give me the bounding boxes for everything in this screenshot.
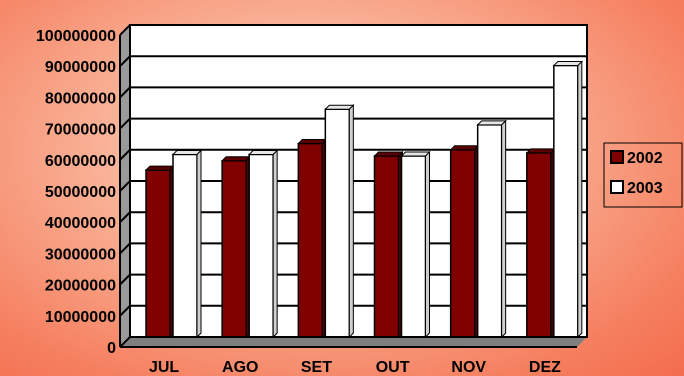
bar-top <box>552 61 584 67</box>
bar-set-2003 <box>324 104 355 339</box>
bar-side <box>577 60 583 339</box>
bar-face <box>248 153 274 338</box>
legend-box <box>603 142 683 208</box>
bar-face <box>172 153 198 338</box>
y-tick-label: 50000000 <box>45 184 116 201</box>
bar-face <box>553 64 579 338</box>
bar-nov-2002 <box>449 144 480 339</box>
bar-top <box>171 149 203 155</box>
x-axis-tick-labels: JUL AGO SET OUT NOV DEZ <box>149 359 561 376</box>
bar-side <box>272 149 278 339</box>
plot-border <box>129 24 588 338</box>
legend-label-2003: 2003 <box>627 180 663 197</box>
x-tick-label: AGO <box>222 359 258 376</box>
bar-top <box>525 148 557 154</box>
bar-out-2002 <box>373 150 404 339</box>
bar-face <box>449 149 476 338</box>
x-tick-label: DEZ <box>529 359 561 376</box>
y-tick-label: 40000000 <box>45 215 116 232</box>
bars <box>144 60 584 339</box>
bar-jul-2002 <box>144 164 176 339</box>
bar-face <box>373 155 400 338</box>
bar-face <box>526 152 552 338</box>
bar-top <box>449 145 480 151</box>
bar-top <box>247 149 279 155</box>
bar-side <box>501 119 507 339</box>
bar-face <box>221 159 247 338</box>
y-tick-label: 0 <box>107 340 116 357</box>
bar-top <box>324 104 355 110</box>
bar-top <box>297 139 328 145</box>
bar-nov-2003 <box>476 119 507 339</box>
y-tick-label: 10000000 <box>45 309 116 326</box>
legend-swatch-2003 <box>610 180 624 194</box>
legend-swatch-2002 <box>610 150 624 164</box>
x-tick-label: OUT <box>376 359 410 376</box>
bar-face <box>324 108 351 338</box>
bar-set-2002 <box>297 138 328 339</box>
y-tick-label: 70000000 <box>45 122 116 139</box>
bar-top <box>373 151 404 157</box>
axes <box>119 24 588 348</box>
bar-dez-2003 <box>552 60 584 339</box>
bar-side <box>196 149 202 339</box>
y-tick-label: 60000000 <box>45 153 116 170</box>
plot-floor <box>120 337 587 347</box>
bar-side <box>425 150 430 339</box>
bar-ago-2002 <box>220 155 252 339</box>
y-tick-label: 100000000 <box>36 28 116 45</box>
bar-side <box>348 104 354 339</box>
y-tick-label: 30000000 <box>45 246 116 263</box>
bar-top <box>400 151 431 157</box>
bar-face <box>145 169 171 338</box>
bar-ago-2003 <box>247 149 279 339</box>
bar-face <box>297 142 324 338</box>
bar-top <box>220 156 252 162</box>
x-tick-label: NOV <box>451 359 486 376</box>
legend-label-2002: 2002 <box>627 150 663 167</box>
y-tick-label: 80000000 <box>45 90 116 107</box>
bar-out-2003 <box>400 150 431 339</box>
bar-face <box>476 124 503 338</box>
bar-top <box>476 120 507 126</box>
bar-top <box>144 165 176 171</box>
legend: 2002 2003 <box>603 142 683 208</box>
bar-jul-2003 <box>171 149 203 339</box>
y-axis-tick-labels: 0 10000000 20000000 30000000 40000000 5000000… <box>36 28 116 357</box>
x-tick-label: JUL <box>149 359 179 376</box>
bar-dez-2002 <box>525 147 557 339</box>
y-tick-label: 90000000 <box>45 59 116 76</box>
x-tick-label: SET <box>301 359 332 376</box>
bar-face <box>400 155 427 338</box>
y-tick-label: 20000000 <box>45 278 116 295</box>
